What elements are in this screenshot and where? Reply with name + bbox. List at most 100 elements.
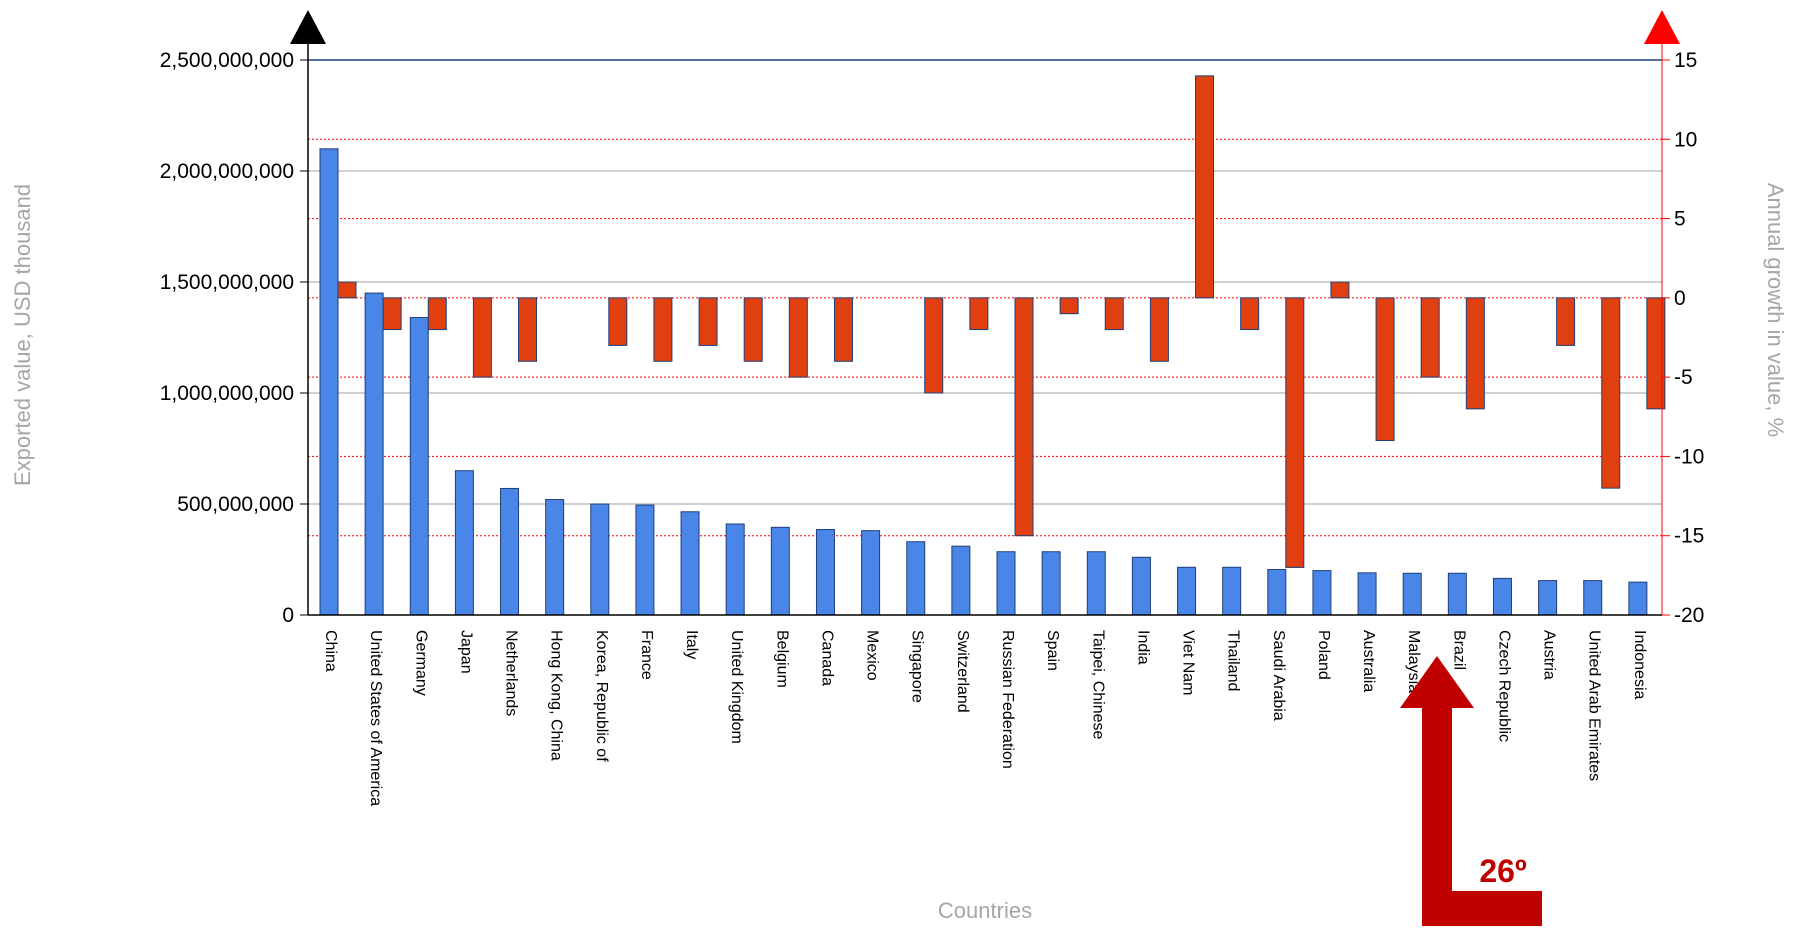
- bar-export-value: [1312, 570, 1332, 616]
- bar-export-value: [635, 504, 655, 616]
- y-tick-label: 1,500,000,000: [160, 271, 294, 294]
- bar-annual-growth: [698, 297, 718, 346]
- y2-tick-label: -20: [1674, 604, 1704, 627]
- y-tick-label: 1,000,000,000: [160, 382, 294, 405]
- category-label: Belgium: [773, 630, 790, 688]
- category-label: Russian Federation: [999, 630, 1016, 769]
- bar-annual-growth: [382, 297, 402, 331]
- bar-export-value: [1177, 566, 1197, 616]
- category-label: Italy: [683, 630, 700, 659]
- category-label: United Arab Emirates: [1586, 630, 1603, 781]
- category-label: Hong Kong, China: [548, 630, 565, 761]
- category-label: Australia: [1360, 630, 1377, 692]
- y2-tick-label: -15: [1674, 525, 1704, 548]
- bar-export-value: [725, 523, 745, 616]
- y2-tick-label: 0: [1674, 287, 1686, 310]
- bar-annual-growth: [1149, 297, 1169, 362]
- category-label: Canada: [818, 630, 835, 686]
- bar-export-value: [770, 526, 790, 616]
- y-axis-title: Exported value, USD thousand: [10, 184, 35, 486]
- bar-export-value: [1583, 580, 1603, 616]
- bar-export-value: [1357, 572, 1377, 616]
- bar-annual-growth: [518, 297, 538, 362]
- bar-export-value: [1131, 556, 1151, 616]
- category-label: Poland: [1315, 630, 1332, 680]
- bar-annual-growth: [1104, 297, 1124, 331]
- category-label: Japan: [457, 630, 474, 674]
- category-label: Taipei, Chinese: [1089, 630, 1106, 740]
- bar-export-value: [409, 317, 429, 616]
- y2-tick-label: -5: [1674, 366, 1693, 389]
- bar-export-value: [1402, 572, 1422, 616]
- axes-layer: [290, 10, 1680, 616]
- bar-export-value: [815, 529, 835, 616]
- x-axis-title: Countries: [938, 898, 1032, 923]
- bar-annual-growth: [1556, 297, 1576, 346]
- bar-annual-growth: [427, 297, 447, 331]
- bar-export-value: [500, 487, 520, 616]
- bar-annual-growth: [1646, 297, 1666, 410]
- category-label: Singapore: [909, 630, 926, 703]
- up-triangle-icon: [290, 10, 326, 44]
- category-label: Netherlands: [503, 630, 520, 716]
- category-label: Mexico: [864, 630, 881, 681]
- y-tick-label: 500,000,000: [177, 493, 294, 516]
- up-triangle-icon: [1644, 10, 1680, 44]
- category-label: France: [638, 630, 655, 680]
- category-label: Switzerland: [954, 630, 971, 713]
- bar-annual-growth: [1014, 297, 1034, 537]
- bar-annual-growth: [743, 297, 763, 362]
- category-label: Austria: [1541, 630, 1558, 680]
- bar-export-value: [545, 499, 565, 616]
- category-label: Korea, Republic of: [593, 630, 610, 762]
- category-labels: China United States of America Germany Japa…: [322, 630, 1648, 806]
- category-label: Germany: [412, 630, 429, 696]
- bar-export-value: [1492, 577, 1512, 616]
- bar-annual-growth: [969, 297, 989, 331]
- y2-tick-label: 15: [1674, 49, 1697, 72]
- bar-annual-growth: [924, 297, 944, 394]
- rank-label: 26º: [1479, 853, 1527, 889]
- bar-export-value: [996, 551, 1016, 616]
- bar-export-value: [680, 511, 700, 616]
- y-tick-label: 0: [282, 604, 294, 627]
- bar-annual-growth: [1059, 297, 1079, 315]
- bar-annual-growth: [1465, 297, 1485, 410]
- category-label: China: [322, 630, 339, 672]
- bar-export-value: [319, 148, 339, 616]
- bar-export-value: [590, 503, 610, 616]
- bar-annual-growth: [1601, 297, 1621, 489]
- category-label: Indonesia: [1631, 630, 1648, 699]
- y2-tick-label: -10: [1674, 445, 1704, 468]
- y2-axis-title: Annual growth in value, %: [1763, 183, 1788, 437]
- bars-layer: [319, 75, 1666, 616]
- y2-tick-label: 10: [1674, 128, 1697, 151]
- bar-annual-growth: [788, 297, 808, 378]
- category-label: Saudi Arabia: [1270, 630, 1287, 721]
- bar-annual-growth: [1420, 297, 1440, 378]
- bar-export-value: [906, 541, 926, 616]
- category-label: Brazil: [1450, 630, 1467, 670]
- up-arrow-icon: [1400, 656, 1542, 926]
- bar-export-value: [1538, 580, 1558, 616]
- category-label: India: [1134, 630, 1151, 665]
- bar-annual-growth: [1195, 75, 1215, 299]
- category-label: Viet Nam: [1180, 630, 1197, 696]
- bar-export-value: [861, 530, 881, 616]
- bar-export-value: [1628, 581, 1648, 616]
- category-label: Malaysia: [1405, 630, 1422, 693]
- category-label: United Kingdom: [728, 630, 745, 744]
- bar-export-value: [1222, 566, 1242, 616]
- rank-annotation: 26º: [1400, 656, 1542, 926]
- bar-annual-growth: [472, 297, 492, 378]
- bar-export-value: [951, 545, 971, 616]
- bar-annual-growth: [1285, 297, 1305, 568]
- y2-tick-label: 5: [1674, 208, 1686, 231]
- bar-annual-growth: [337, 281, 357, 299]
- bar-export-value: [1447, 572, 1467, 616]
- bar-annual-growth: [1375, 297, 1395, 442]
- bar-annual-growth: [833, 297, 853, 362]
- category-label: Thailand: [1225, 630, 1242, 691]
- bar-export-value: [1041, 551, 1061, 616]
